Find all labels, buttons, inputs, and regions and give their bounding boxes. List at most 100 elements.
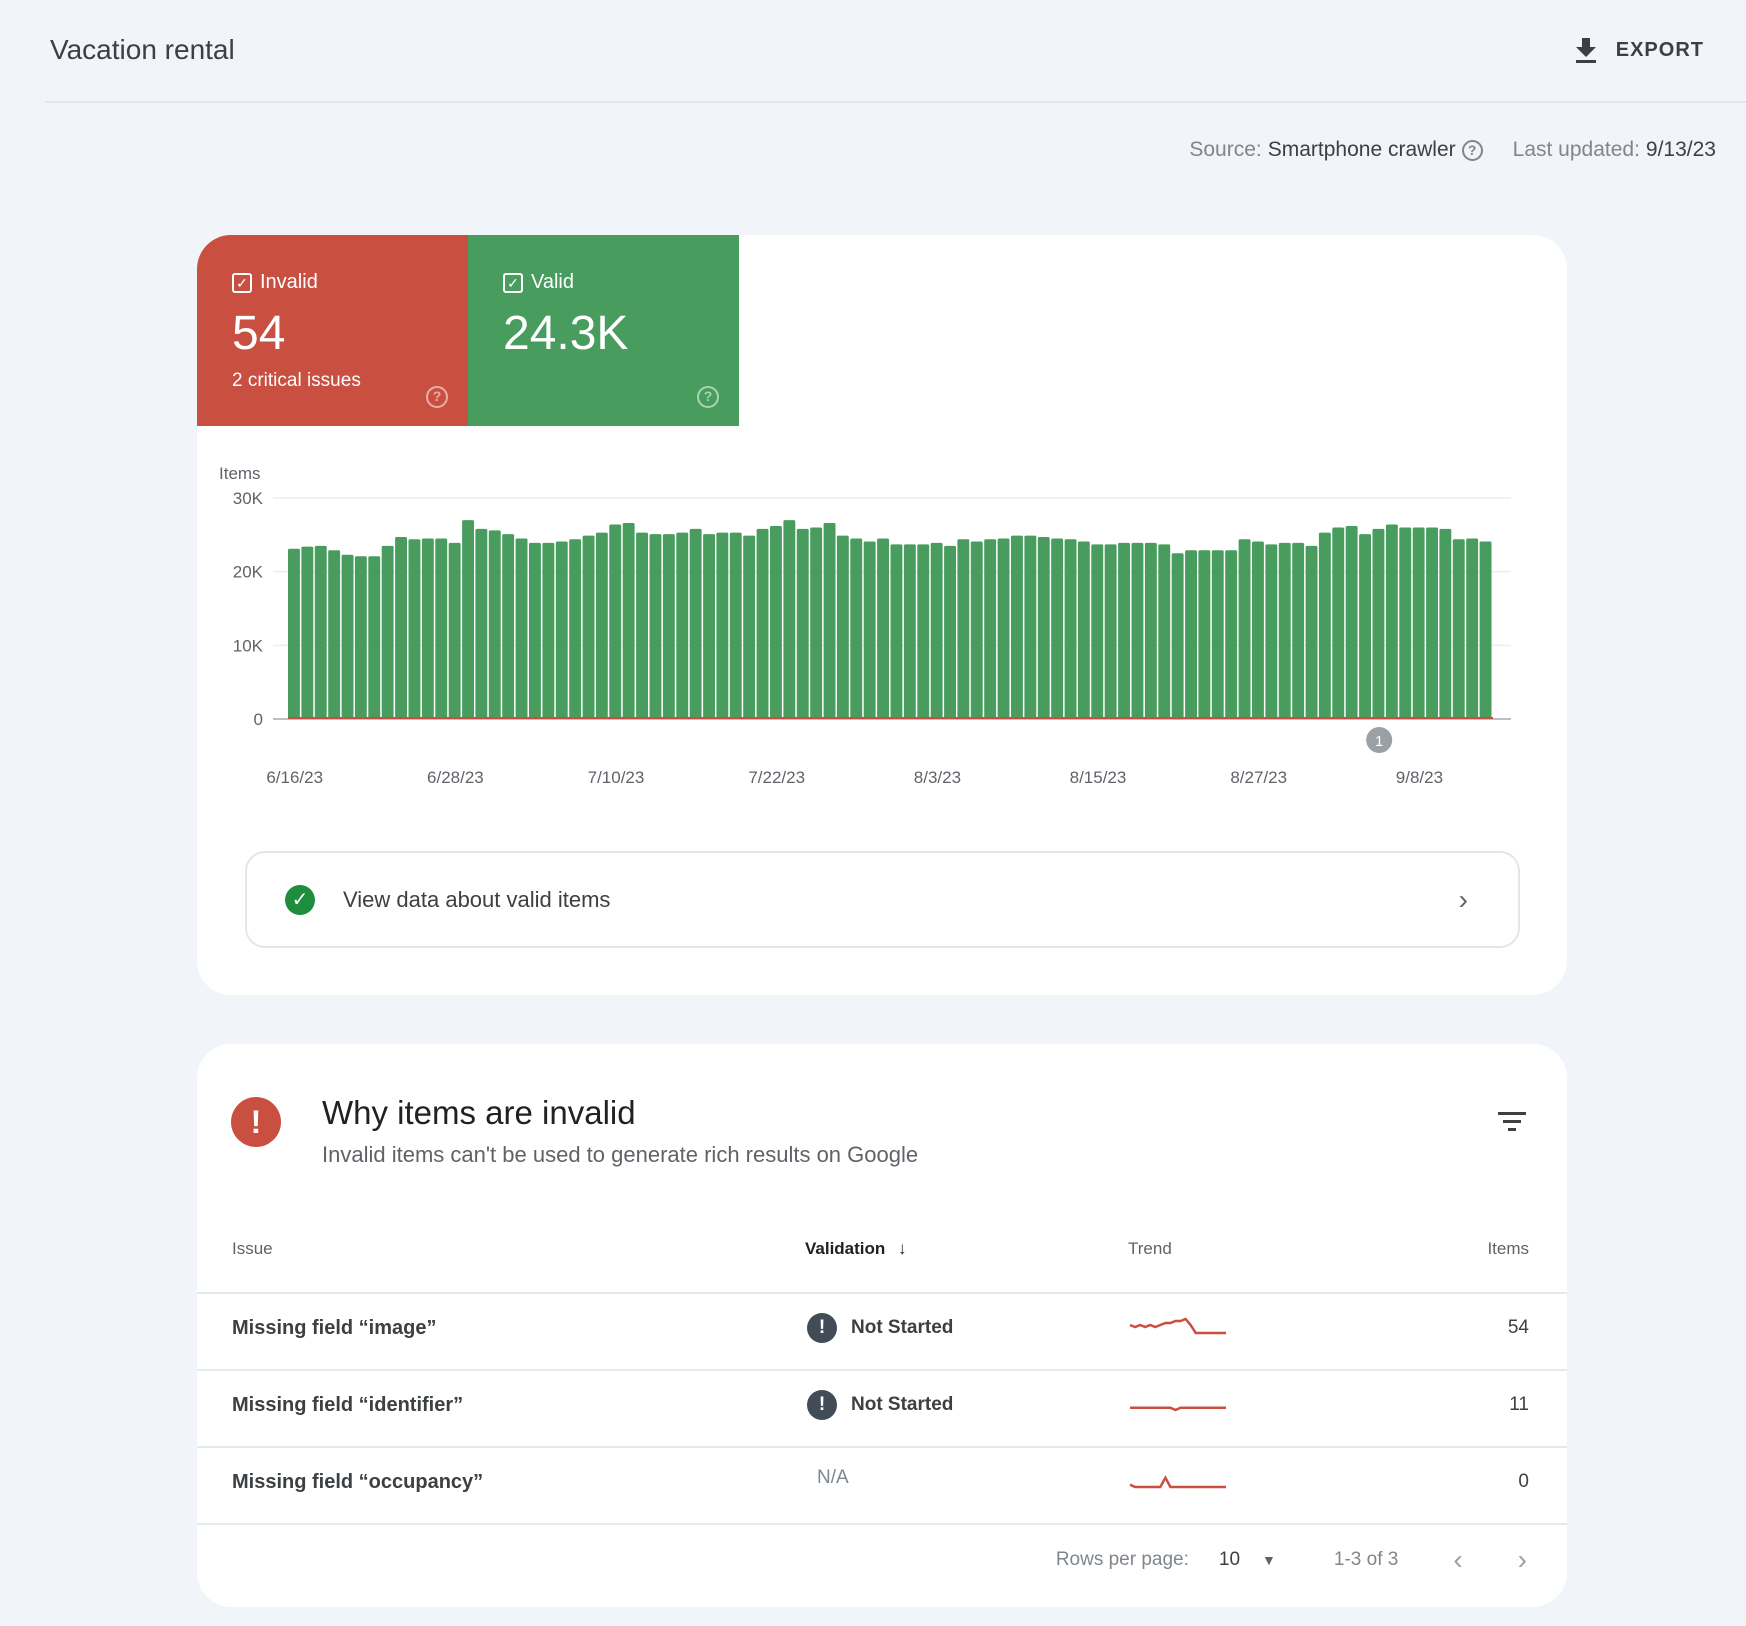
bar: [756, 528, 769, 719]
bar: [676, 532, 689, 719]
bar: [1278, 542, 1291, 719]
bar: [689, 528, 702, 719]
x-tick-label: 7/10/23: [588, 768, 645, 787]
column-header-validation[interactable]: Validation ↓: [805, 1239, 907, 1259]
y-tick-label: 20K: [233, 563, 264, 582]
filter-icon[interactable]: [1497, 1112, 1527, 1136]
bar: [970, 541, 983, 719]
issue-name: Missing field “image”: [232, 1317, 437, 1339]
column-header-issue[interactable]: Issue: [232, 1239, 273, 1258]
download-icon: [1575, 38, 1596, 63]
bar: [1011, 535, 1023, 719]
bar: [1118, 542, 1130, 719]
bar: [1185, 550, 1197, 719]
table-row[interactable]: Missing field “image” ! Not Started 54: [197, 1293, 1567, 1369]
bar: [1091, 544, 1104, 719]
trend-sparkline: [1129, 1317, 1226, 1335]
x-tick-label: 8/15/23: [1070, 768, 1127, 787]
previous-page-button[interactable]: ‹: [1453, 1544, 1463, 1575]
view-valid-items-button[interactable]: ✓ View data about valid items ›: [245, 851, 1520, 948]
x-tick-label: 9/8/23: [1396, 768, 1443, 787]
table-row[interactable]: Missing field “occupancy” N/A 0: [197, 1447, 1567, 1523]
item-count: 0: [1518, 1471, 1529, 1492]
help-icon[interactable]: ?: [697, 386, 719, 408]
validation-label: Not Started: [851, 1317, 954, 1338]
header-divider: [45, 101, 1746, 103]
bar: [1037, 537, 1050, 719]
issue-name: Missing field “occupancy”: [232, 1471, 484, 1493]
bar: [314, 545, 327, 719]
page-title: Vacation rental: [50, 34, 235, 65]
bar: [1064, 539, 1077, 719]
updated-value: 9/13/23: [1645, 138, 1716, 161]
bar: [1479, 541, 1492, 719]
validation-status: ! Not Started: [807, 1313, 953, 1343]
annotation-label: 1: [1375, 733, 1383, 750]
trend-line: [1130, 1406, 1226, 1412]
bar: [301, 546, 314, 719]
bar: [1399, 527, 1412, 719]
source-label: Source:: [1189, 138, 1262, 161]
validation-status: ! Not Started: [807, 1390, 953, 1420]
x-tick-label: 6/28/23: [427, 768, 484, 787]
chevron-right-icon: ›: [1458, 883, 1468, 915]
bar: [1292, 542, 1305, 719]
bar: [930, 542, 943, 719]
annotation-marker: [1366, 727, 1393, 753]
help-icon[interactable]: ?: [426, 386, 448, 408]
trend-sparkline: [1129, 1475, 1226, 1489]
bar: [770, 526, 782, 719]
validation-status: N/A: [817, 1467, 849, 1489]
bar: [703, 534, 715, 719]
bar: [1332, 527, 1345, 719]
x-tick-label: 6/16/23: [266, 768, 323, 787]
arrow-down-icon: ↓: [898, 1239, 907, 1258]
bar: [729, 532, 742, 719]
dropdown-arrow-icon[interactable]: ▼: [1262, 1552, 1276, 1568]
rows-per-page-label: Rows per page:: [1055, 1549, 1189, 1570]
table-row[interactable]: Missing field “identifier” ! Not Started …: [197, 1370, 1567, 1446]
check-circle-icon: ✓: [285, 884, 315, 915]
bar: [1466, 538, 1479, 719]
export-button[interactable]: EXPORT: [1574, 36, 1704, 64]
bar: [354, 556, 367, 719]
bar: [1372, 528, 1385, 719]
trend-line: [1129, 1475, 1226, 1489]
bar: [408, 539, 421, 719]
bar: [903, 544, 916, 719]
bar: [421, 538, 434, 719]
bar: [1051, 538, 1064, 719]
section-subtitle: Invalid items can't be used to generate …: [322, 1142, 919, 1167]
export-label: EXPORT: [1615, 38, 1704, 61]
y-axis-label: Items: [219, 464, 261, 483]
bar: [890, 544, 903, 719]
bar: [984, 539, 997, 719]
bar: [502, 534, 515, 719]
bar: [582, 535, 595, 719]
next-page-button[interactable]: ›: [1517, 1544, 1527, 1575]
bar: [997, 538, 1010, 719]
bar: [1265, 544, 1278, 719]
bar: [716, 532, 729, 719]
bar: [609, 524, 622, 719]
rows-per-page-select[interactable]: 10: [1218, 1549, 1241, 1570]
item-count: 54: [1507, 1317, 1529, 1338]
updated-label: Last updated:: [1512, 138, 1640, 161]
checkbox-checked-icon[interactable]: ✓: [503, 272, 523, 293]
bar: [1452, 539, 1465, 719]
bar: [1144, 542, 1157, 719]
invalid-tile[interactable]: ✓ Invalid 54 2 critical issues ?: [197, 235, 468, 426]
trend-line: [1129, 1317, 1226, 1335]
column-header-items[interactable]: Items: [1487, 1239, 1529, 1258]
bar: [515, 538, 528, 719]
x-tick-label: 7/22/23: [748, 768, 805, 787]
error-icon: !: [231, 1097, 281, 1147]
bar: [743, 535, 756, 719]
help-icon[interactable]: ?: [1461, 139, 1483, 161]
bar: [555, 541, 568, 719]
bar: [850, 538, 863, 719]
bar: [595, 532, 608, 719]
bar: [435, 538, 448, 719]
valid-tile[interactable]: ✓ Valid 24.3K ?: [468, 235, 739, 426]
checkbox-checked-icon[interactable]: ✓: [232, 272, 252, 293]
